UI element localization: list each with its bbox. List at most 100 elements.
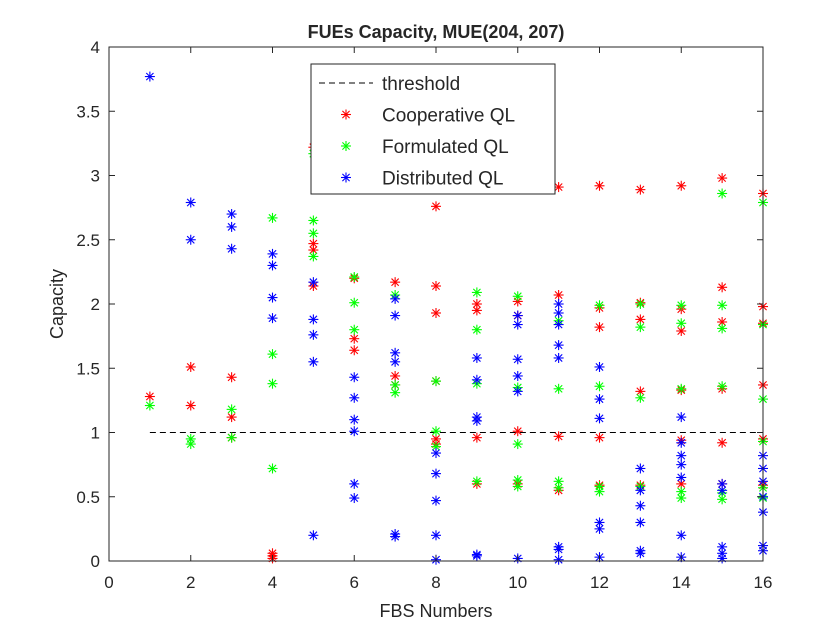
data-point: [471, 432, 482, 443]
data-point: [349, 426, 360, 437]
data-point: [267, 212, 278, 223]
data-point: [676, 300, 687, 311]
data-point: [676, 325, 687, 336]
y-tick-label: 1.5: [76, 359, 100, 378]
data-point: [390, 531, 401, 542]
x-tick-label: 4: [268, 573, 277, 592]
legend-label: Formulated QL: [382, 137, 509, 158]
data-point: [431, 426, 441, 437]
data-point: [349, 272, 360, 283]
data-point: [226, 432, 237, 443]
legend-marker: [341, 109, 351, 120]
data-point: [390, 277, 401, 288]
data-point: [594, 322, 605, 333]
data-point: [308, 251, 319, 262]
data-point: [226, 404, 237, 415]
y-tick-label: 3: [91, 167, 100, 186]
data-point: [594, 180, 605, 191]
data-point: [308, 314, 319, 325]
data-point: [308, 238, 319, 249]
data-point: [512, 481, 523, 492]
data-point: [553, 290, 564, 301]
legend-label: threshold: [382, 74, 460, 95]
data-point: [635, 392, 646, 403]
data-point: [185, 400, 196, 411]
data-point: [717, 541, 728, 552]
y-tick-label: 0: [91, 552, 100, 571]
data-point: [349, 414, 360, 425]
data-point: [594, 432, 605, 443]
data-point: [717, 381, 728, 392]
data-point: [676, 318, 687, 329]
data-point: [553, 319, 564, 330]
data-point: [267, 248, 278, 259]
data-point: [226, 209, 237, 220]
data-point: [676, 412, 687, 423]
y-tick-label: 3.5: [76, 102, 100, 121]
data-point: [390, 347, 401, 358]
data-point: [512, 310, 523, 321]
data-point: [144, 71, 155, 82]
data-point: [676, 493, 687, 504]
data-point: [471, 374, 482, 385]
data-point: [635, 314, 646, 325]
data-point: [431, 530, 441, 541]
data-point: [635, 500, 646, 511]
data-point: [553, 482, 564, 493]
data-point: [471, 415, 482, 426]
y-tick-label: 2: [91, 295, 100, 314]
data-point: [349, 324, 360, 335]
data-point: [144, 391, 155, 402]
legend-box: [310, 63, 556, 195]
data-point: [431, 376, 441, 387]
y-tick-label: 0.5: [76, 488, 100, 507]
data-point: [594, 300, 605, 311]
legend-marker: [341, 141, 351, 151]
data-point: [431, 201, 441, 212]
data-point: [676, 180, 687, 191]
data-point: [471, 287, 482, 298]
data-point: [512, 386, 523, 397]
data-point: [308, 277, 319, 288]
data-point: [553, 352, 564, 363]
data-point: [512, 426, 523, 437]
data-point: [349, 345, 360, 356]
data-point: [144, 400, 155, 411]
legend-marker: [341, 172, 351, 183]
x-tick-label: 0: [104, 573, 113, 592]
data-point: [431, 468, 441, 479]
data-point: [431, 307, 441, 318]
y-tick-label: 1: [91, 424, 100, 443]
data-point: [471, 305, 482, 316]
data-point: [431, 448, 441, 459]
data-point: [226, 221, 237, 232]
data-point: [349, 478, 360, 489]
data-point: [676, 450, 687, 461]
series-cooperative-ql: [144, 142, 768, 564]
data-point: [185, 439, 196, 450]
data-point: [512, 319, 523, 330]
x-tick-label: 14: [672, 573, 691, 592]
data-point: [512, 354, 523, 365]
data-point: [635, 184, 646, 195]
data-point: [717, 485, 728, 496]
data-point: [267, 260, 278, 271]
data-point: [676, 530, 687, 541]
data-point: [390, 370, 401, 381]
data-point: [717, 494, 728, 505]
data-point: [185, 234, 196, 245]
data-point: [349, 297, 360, 308]
data-point: [717, 553, 728, 564]
data-point: [594, 394, 605, 405]
data-point: [553, 544, 564, 555]
axes: 0 2 4 6 8 10 12 14 16 0 0.5 1 1.5 2 2.5 3 3.5 4: [76, 38, 772, 592]
data-point: [471, 550, 482, 561]
series-distributed-ql: [144, 71, 768, 565]
data-point: [594, 413, 605, 424]
data-point: [308, 530, 319, 541]
data-point: [717, 282, 728, 293]
data-point: [635, 299, 646, 309]
data-point: [594, 381, 605, 392]
